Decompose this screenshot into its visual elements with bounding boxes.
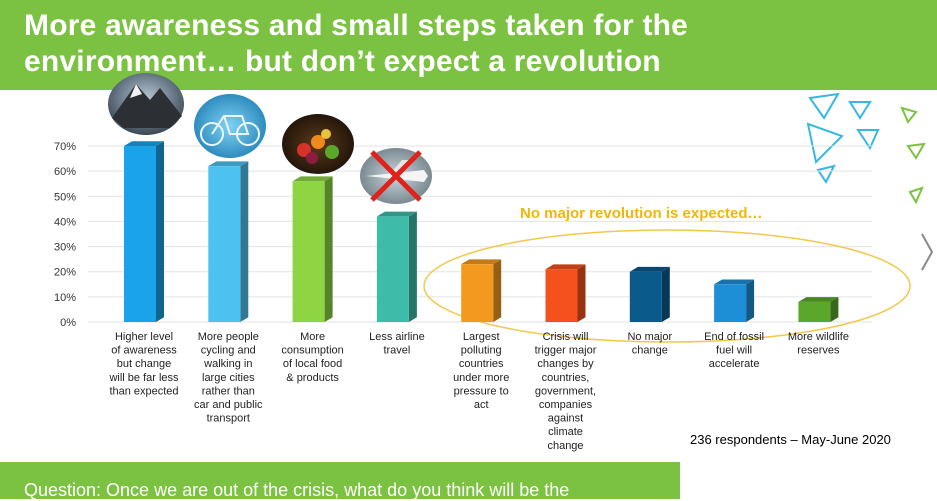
y-tick-label: 70% (54, 141, 76, 153)
bar (714, 279, 755, 322)
bar-side (240, 161, 249, 322)
highlight-ellipse (423, 229, 911, 343)
bar-side (324, 176, 333, 322)
bar-top (376, 211, 417, 217)
bar-front (714, 284, 747, 322)
bar (292, 176, 333, 322)
bar (376, 211, 417, 322)
bar-front (376, 216, 409, 322)
category-label: End of fossil fuel will accelerate (704, 331, 764, 370)
category-label: Less airline travel (369, 331, 425, 357)
y-tick-label: 30% (54, 242, 76, 254)
y-tick-label: 10% (54, 292, 76, 304)
bar-side (746, 279, 755, 322)
chevron-right-icon (921, 233, 934, 271)
respondents-note: 236 respondents – May-June 2020 (690, 432, 891, 447)
bar-top (124, 141, 164, 146)
category-label: More people cycling and walking in large ci… (194, 331, 263, 425)
bar-top (461, 259, 502, 265)
category-label: More consumption of local food & products (281, 331, 343, 384)
bar-top (798, 297, 839, 302)
bar (208, 161, 249, 322)
bar-front (124, 146, 156, 322)
food-photo-icon (282, 114, 354, 174)
bar-side (830, 297, 839, 322)
bar-front (292, 181, 325, 322)
category-label: Largest polluting countries under more press… (453, 331, 509, 411)
bar-top (629, 266, 670, 272)
bar (461, 259, 502, 322)
y-tick-label: 50% (54, 191, 76, 203)
bar-front (545, 269, 578, 322)
bar-top (208, 161, 249, 167)
y-tick-label: 0% (60, 317, 76, 329)
bar (629, 266, 670, 322)
mountain-photo-icon (108, 73, 184, 135)
y-tick-label: 20% (54, 267, 76, 279)
decorative-triangles-icon (806, 92, 926, 205)
y-tick-label: 40% (54, 216, 76, 228)
bar-front (629, 271, 662, 322)
bar-side (493, 259, 502, 322)
title-line-1: More awareness and small steps taken for… (24, 9, 689, 42)
bar (124, 141, 164, 322)
category-label: More wildlife reserves (788, 331, 849, 357)
y-tick-label: 60% (54, 166, 76, 178)
bar-top (714, 279, 755, 285)
question-banner: Question: Once we are out of the crisis,… (0, 462, 680, 500)
bar-side (408, 211, 417, 322)
bar-front (798, 301, 831, 322)
crossed-airplane-icon (360, 148, 432, 204)
question-text: Question: Once we are out of the crisis,… (24, 480, 570, 500)
bar-top (292, 176, 333, 182)
bicycle-photo-icon (194, 94, 266, 158)
bar-front (461, 264, 494, 322)
page-title: More awareness and small steps taken for… (24, 8, 688, 80)
bar (545, 264, 586, 322)
category-label: Crisis will trigger major changes by countr… (535, 331, 597, 452)
bar-side (156, 141, 164, 322)
bar-front (208, 166, 241, 322)
title-line-2: environment… but don’t expect a revoluti… (24, 45, 661, 78)
bar-side (577, 264, 586, 322)
category-label: Higher level of awareness but change will b… (108, 331, 179, 397)
bar-side (661, 266, 670, 322)
bar-top (545, 264, 586, 270)
category-label: No major change (627, 331, 672, 357)
bar (798, 297, 839, 322)
revolution-annotation: No major revolution is expected… (520, 205, 763, 222)
